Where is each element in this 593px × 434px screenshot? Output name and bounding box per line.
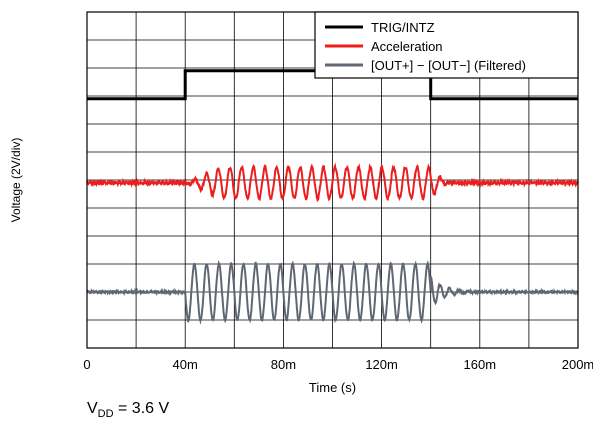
x-tick-label: 0 <box>83 357 90 372</box>
legend: TRIG/INTZ Acceleration [OUT+] − [OUT−] (Fi… <box>314 11 579 79</box>
footnote-symbol: V <box>87 400 98 417</box>
x-axis-label: Time (s) <box>309 380 356 395</box>
trig-intz-trace <box>87 69 578 101</box>
x-tick-label: 200m <box>562 357 593 372</box>
y-axis-label: Voltage (2V/div) <box>9 138 23 223</box>
legend-label-2: Acceleration <box>371 39 443 54</box>
footnote-subscript: DD <box>97 408 114 421</box>
acceleration-trace <box>86 162 579 203</box>
traces <box>86 69 579 325</box>
footnote-text: = 3.6 V <box>113 400 170 417</box>
legend-label-1: TRIG/INTZ <box>371 20 435 35</box>
x-tick-labels: 0 40m 80m 120m 160m 200m <box>83 357 593 372</box>
x-tick-label: 160m <box>464 357 497 372</box>
x-tick-label: 40m <box>173 357 198 372</box>
filtered-output-trace <box>86 260 579 325</box>
x-tick-label: 80m <box>271 357 296 372</box>
x-tick-label: 120m <box>365 357 398 372</box>
legend-label-3: [OUT+] − [OUT−] (Filtered) <box>371 58 526 73</box>
supply-voltage-note: VDD = 3.6 V <box>87 400 169 420</box>
